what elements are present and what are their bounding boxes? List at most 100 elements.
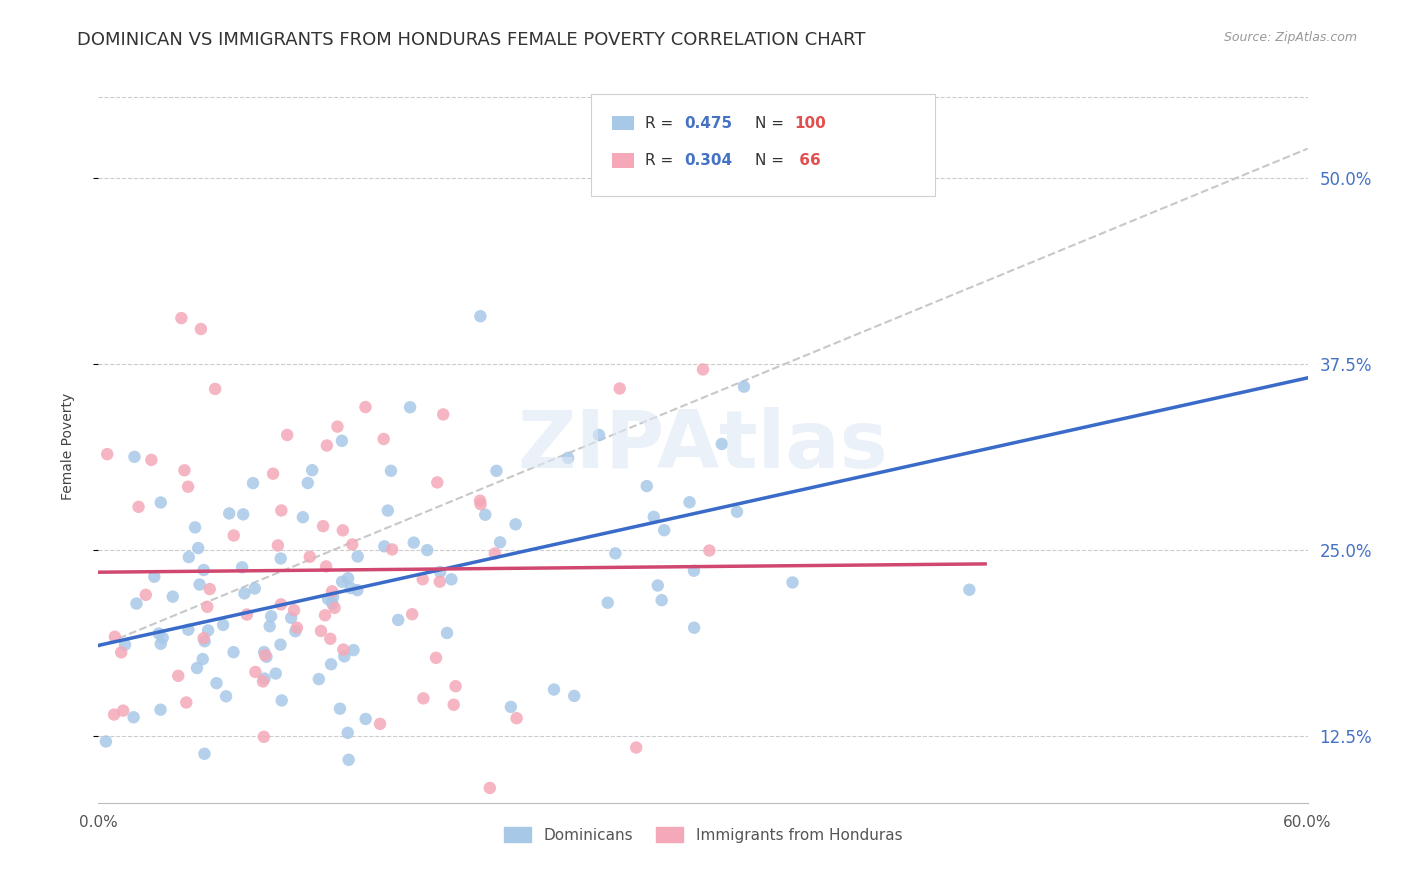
- Point: [267, 538, 290, 552]
- Point: [339, 581, 361, 595]
- Point: [957, 582, 980, 597]
- Point: [205, 676, 228, 690]
- Point: [443, 698, 465, 712]
- Point: [354, 712, 377, 726]
- Point: [270, 551, 292, 566]
- Point: [381, 542, 404, 557]
- Point: [333, 649, 356, 664]
- Point: [312, 519, 335, 533]
- Point: [245, 665, 267, 679]
- Point: [485, 464, 508, 478]
- Point: [232, 508, 254, 522]
- Point: [319, 632, 342, 646]
- Point: [444, 679, 467, 693]
- Point: [346, 583, 368, 598]
- Point: [253, 730, 276, 744]
- Point: [301, 463, 323, 477]
- Point: [96, 447, 118, 461]
- Point: [291, 510, 314, 524]
- Point: [316, 592, 339, 607]
- Point: [557, 450, 579, 465]
- Point: [505, 711, 527, 725]
- Point: [346, 549, 368, 564]
- Point: [143, 570, 166, 584]
- Point: [643, 509, 665, 524]
- Point: [683, 564, 706, 578]
- Point: [429, 574, 451, 589]
- Point: [193, 563, 215, 577]
- Point: [177, 480, 200, 494]
- Point: [141, 453, 163, 467]
- Point: [270, 503, 292, 517]
- Text: DOMINICAN VS IMMIGRANTS FROM HONDURAS FEMALE POVERTY CORRELATION CHART: DOMINICAN VS IMMIGRANTS FROM HONDURAS FE…: [77, 31, 866, 49]
- Point: [342, 537, 364, 551]
- Point: [380, 464, 402, 478]
- Point: [259, 619, 281, 633]
- Point: [319, 657, 342, 672]
- Point: [190, 322, 212, 336]
- Point: [103, 707, 125, 722]
- Point: [1306, 171, 1329, 186]
- Point: [692, 362, 714, 376]
- Point: [329, 701, 352, 715]
- Point: [354, 400, 377, 414]
- Point: [387, 613, 409, 627]
- Point: [193, 631, 215, 645]
- Point: [499, 699, 522, 714]
- Point: [222, 528, 245, 542]
- Point: [215, 690, 238, 704]
- Point: [332, 524, 354, 538]
- Point: [323, 600, 346, 615]
- Point: [440, 572, 463, 586]
- Text: ZIPAtlas: ZIPAtlas: [517, 407, 889, 485]
- Point: [186, 661, 208, 675]
- Point: [94, 734, 117, 748]
- Point: [336, 726, 359, 740]
- Point: [124, 450, 146, 464]
- Point: [170, 311, 193, 326]
- Point: [253, 645, 276, 659]
- Point: [337, 571, 360, 585]
- Point: [128, 500, 150, 514]
- Point: [326, 419, 349, 434]
- Point: [110, 645, 132, 659]
- Point: [647, 578, 669, 592]
- Point: [474, 508, 496, 522]
- Point: [626, 740, 648, 755]
- Point: [373, 432, 395, 446]
- Text: 100: 100: [794, 116, 827, 130]
- Text: N =: N =: [755, 116, 789, 130]
- Point: [425, 650, 447, 665]
- Point: [187, 541, 209, 555]
- Point: [297, 475, 319, 490]
- Point: [264, 666, 287, 681]
- Point: [276, 428, 298, 442]
- Point: [177, 623, 200, 637]
- Point: [253, 672, 276, 686]
- Point: [710, 437, 733, 451]
- Point: [315, 559, 337, 574]
- Point: [605, 546, 627, 560]
- Point: [218, 507, 240, 521]
- Point: [330, 574, 353, 589]
- Point: [269, 638, 291, 652]
- Point: [468, 493, 491, 508]
- Point: [167, 669, 190, 683]
- Point: [432, 408, 454, 422]
- Point: [733, 380, 755, 394]
- Point: [308, 672, 330, 686]
- Point: [242, 476, 264, 491]
- Point: [315, 438, 337, 452]
- Point: [562, 689, 585, 703]
- Point: [149, 703, 172, 717]
- Point: [470, 310, 492, 324]
- Point: [678, 495, 700, 509]
- Point: [195, 599, 218, 614]
- Point: [284, 624, 307, 639]
- Point: [184, 520, 207, 534]
- Point: [231, 560, 253, 574]
- Point: [588, 428, 610, 442]
- Point: [342, 643, 364, 657]
- Point: [609, 381, 631, 395]
- Point: [368, 717, 391, 731]
